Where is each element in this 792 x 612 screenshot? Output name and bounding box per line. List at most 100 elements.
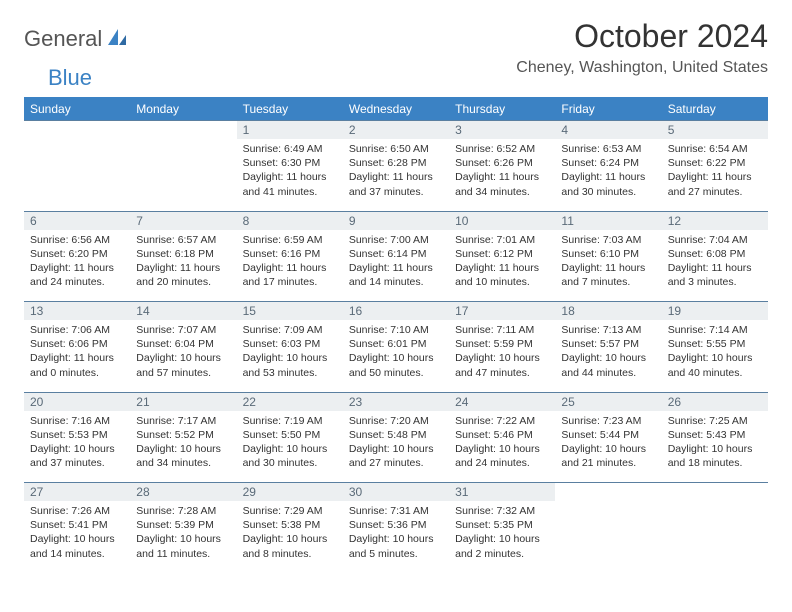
sunrise-line: Sunrise: 7:28 AM — [136, 504, 230, 518]
day-details-row: Sunrise: 7:16 AMSunset: 5:53 PMDaylight:… — [24, 411, 768, 483]
daylight-line: Daylight: 11 hours and 41 minutes. — [243, 170, 337, 198]
weekday-header: Wednesday — [343, 98, 449, 121]
day-number-cell: 2 — [343, 121, 449, 140]
day-details-cell: Sunrise: 7:04 AMSunset: 6:08 PMDaylight:… — [662, 230, 768, 302]
sunset-line: Sunset: 6:18 PM — [136, 247, 230, 261]
daylight-line: Daylight: 11 hours and 17 minutes. — [243, 261, 337, 289]
sunrise-line: Sunrise: 7:25 AM — [668, 414, 762, 428]
weekday-header: Saturday — [662, 98, 768, 121]
sunset-line: Sunset: 5:38 PM — [243, 518, 337, 532]
day-details-cell: Sunrise: 7:01 AMSunset: 6:12 PMDaylight:… — [449, 230, 555, 302]
daylight-line: Daylight: 11 hours and 0 minutes. — [30, 351, 124, 379]
daylight-line: Daylight: 10 hours and 37 minutes. — [30, 442, 124, 470]
day-details-row: Sunrise: 6:56 AMSunset: 6:20 PMDaylight:… — [24, 230, 768, 302]
day-details-cell: Sunrise: 6:49 AMSunset: 6:30 PMDaylight:… — [237, 139, 343, 211]
weekday-header: Thursday — [449, 98, 555, 121]
day-details-cell: Sunrise: 7:10 AMSunset: 6:01 PMDaylight:… — [343, 320, 449, 392]
day-number-cell: 23 — [343, 392, 449, 411]
day-number-cell: 31 — [449, 483, 555, 502]
day-number-cell — [24, 121, 130, 140]
day-details-cell: Sunrise: 7:07 AMSunset: 6:04 PMDaylight:… — [130, 320, 236, 392]
sunrise-line: Sunrise: 7:03 AM — [561, 233, 655, 247]
daylight-line: Daylight: 10 hours and 5 minutes. — [349, 532, 443, 560]
sunset-line: Sunset: 5:52 PM — [136, 428, 230, 442]
sunrise-line: Sunrise: 6:57 AM — [136, 233, 230, 247]
day-number-cell: 22 — [237, 392, 343, 411]
sunrise-line: Sunrise: 7:31 AM — [349, 504, 443, 518]
day-details-cell: Sunrise: 7:28 AMSunset: 5:39 PMDaylight:… — [130, 501, 236, 573]
day-details-cell: Sunrise: 7:22 AMSunset: 5:46 PMDaylight:… — [449, 411, 555, 483]
sunset-line: Sunset: 5:57 PM — [561, 337, 655, 351]
sunset-line: Sunset: 5:53 PM — [30, 428, 124, 442]
sunset-line: Sunset: 6:16 PM — [243, 247, 337, 261]
sunset-line: Sunset: 5:46 PM — [455, 428, 549, 442]
sunrise-line: Sunrise: 7:06 AM — [30, 323, 124, 337]
sunrise-line: Sunrise: 7:00 AM — [349, 233, 443, 247]
day-number-cell: 4 — [555, 121, 661, 140]
sunset-line: Sunset: 6:22 PM — [668, 156, 762, 170]
day-details-cell: Sunrise: 6:50 AMSunset: 6:28 PMDaylight:… — [343, 139, 449, 211]
logo-sail-icon — [107, 28, 127, 51]
day-number-cell: 13 — [24, 302, 130, 321]
sunrise-line: Sunrise: 7:04 AM — [668, 233, 762, 247]
daylight-line: Daylight: 10 hours and 11 minutes. — [136, 532, 230, 560]
sunset-line: Sunset: 6:30 PM — [243, 156, 337, 170]
daylight-line: Daylight: 11 hours and 3 minutes. — [668, 261, 762, 289]
day-number-cell: 7 — [130, 211, 236, 230]
day-details-cell: Sunrise: 6:59 AMSunset: 6:16 PMDaylight:… — [237, 230, 343, 302]
daylight-line: Daylight: 10 hours and 34 minutes. — [136, 442, 230, 470]
sunset-line: Sunset: 5:43 PM — [668, 428, 762, 442]
day-details-cell: Sunrise: 7:19 AMSunset: 5:50 PMDaylight:… — [237, 411, 343, 483]
daylight-line: Daylight: 11 hours and 34 minutes. — [455, 170, 549, 198]
day-number-cell: 8 — [237, 211, 343, 230]
day-number-cell: 28 — [130, 483, 236, 502]
day-number-cell — [662, 483, 768, 502]
daylight-line: Daylight: 10 hours and 14 minutes. — [30, 532, 124, 560]
day-number-cell: 20 — [24, 392, 130, 411]
weekday-header: Friday — [555, 98, 661, 121]
day-number-row: 2728293031 — [24, 483, 768, 502]
sunrise-line: Sunrise: 6:50 AM — [349, 142, 443, 156]
day-details-cell: Sunrise: 7:25 AMSunset: 5:43 PMDaylight:… — [662, 411, 768, 483]
sunrise-line: Sunrise: 7:14 AM — [668, 323, 762, 337]
daylight-line: Daylight: 10 hours and 18 minutes. — [668, 442, 762, 470]
day-details-cell: Sunrise: 7:17 AMSunset: 5:52 PMDaylight:… — [130, 411, 236, 483]
day-number-cell: 24 — [449, 392, 555, 411]
sunrise-line: Sunrise: 7:11 AM — [455, 323, 549, 337]
day-details-cell: Sunrise: 6:54 AMSunset: 6:22 PMDaylight:… — [662, 139, 768, 211]
sunset-line: Sunset: 6:26 PM — [455, 156, 549, 170]
day-details-cell — [24, 139, 130, 211]
daylight-line: Daylight: 10 hours and 57 minutes. — [136, 351, 230, 379]
sunrise-line: Sunrise: 7:19 AM — [243, 414, 337, 428]
calendar-table: Sunday Monday Tuesday Wednesday Thursday… — [24, 98, 768, 573]
day-number-cell: 12 — [662, 211, 768, 230]
day-number-row: 12345 — [24, 121, 768, 140]
day-details-cell: Sunrise: 7:11 AMSunset: 5:59 PMDaylight:… — [449, 320, 555, 392]
sunrise-line: Sunrise: 6:53 AM — [561, 142, 655, 156]
daylight-line: Daylight: 10 hours and 24 minutes. — [455, 442, 549, 470]
logo: General — [24, 18, 129, 52]
sunrise-line: Sunrise: 7:10 AM — [349, 323, 443, 337]
sunset-line: Sunset: 5:41 PM — [30, 518, 124, 532]
day-number-cell: 26 — [662, 392, 768, 411]
daylight-line: Daylight: 10 hours and 50 minutes. — [349, 351, 443, 379]
logo-text-blue: Blue — [48, 65, 92, 91]
day-number-cell: 17 — [449, 302, 555, 321]
sunrise-line: Sunrise: 7:09 AM — [243, 323, 337, 337]
calendar-body: 12345Sunrise: 6:49 AMSunset: 6:30 PMDayl… — [24, 121, 768, 574]
daylight-line: Daylight: 11 hours and 20 minutes. — [136, 261, 230, 289]
day-number-cell: 21 — [130, 392, 236, 411]
sunrise-line: Sunrise: 7:26 AM — [30, 504, 124, 518]
day-number-cell: 15 — [237, 302, 343, 321]
day-number-cell: 5 — [662, 121, 768, 140]
day-number-cell: 11 — [555, 211, 661, 230]
daylight-line: Daylight: 10 hours and 44 minutes. — [561, 351, 655, 379]
sunrise-line: Sunrise: 6:52 AM — [455, 142, 549, 156]
day-details-cell: Sunrise: 6:57 AMSunset: 6:18 PMDaylight:… — [130, 230, 236, 302]
sunset-line: Sunset: 5:50 PM — [243, 428, 337, 442]
sunset-line: Sunset: 6:12 PM — [455, 247, 549, 261]
day-number-cell — [555, 483, 661, 502]
daylight-line: Daylight: 10 hours and 47 minutes. — [455, 351, 549, 379]
sunrise-line: Sunrise: 7:29 AM — [243, 504, 337, 518]
daylight-line: Daylight: 11 hours and 10 minutes. — [455, 261, 549, 289]
